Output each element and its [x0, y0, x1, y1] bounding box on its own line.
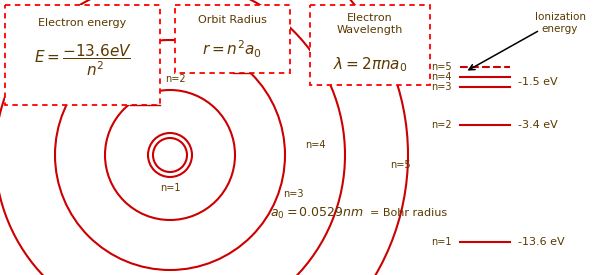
Text: -3.4 eV: -3.4 eV — [518, 120, 558, 130]
Text: Electron energy: Electron energy — [38, 18, 127, 28]
FancyBboxPatch shape — [310, 5, 430, 85]
Text: n=3: n=3 — [283, 189, 304, 199]
Text: n=1: n=1 — [432, 237, 452, 247]
Text: -13.6 eV: -13.6 eV — [518, 237, 565, 247]
FancyBboxPatch shape — [175, 5, 290, 73]
Text: n=2: n=2 — [431, 120, 452, 130]
Text: $\lambda = 2\pi na_0$: $\lambda = 2\pi na_0$ — [332, 56, 407, 74]
Text: n=4: n=4 — [305, 140, 325, 150]
Text: n=5: n=5 — [390, 160, 411, 170]
Text: $E = \dfrac{-13.6eV}{n^2}$: $E = \dfrac{-13.6eV}{n^2}$ — [33, 42, 132, 78]
Text: n=5: n=5 — [431, 62, 452, 72]
Text: n=3: n=3 — [432, 82, 452, 92]
Text: Electron
Wavelength: Electron Wavelength — [337, 13, 403, 35]
Text: Ionization
energy: Ionization energy — [535, 12, 585, 34]
Text: $r = n^2a_0$: $r = n^2a_0$ — [203, 38, 263, 60]
Text: = Bohr radius: = Bohr radius — [370, 208, 447, 218]
Text: n=4: n=4 — [432, 72, 452, 82]
Text: n=2: n=2 — [164, 74, 185, 84]
FancyBboxPatch shape — [5, 5, 160, 105]
Text: n=1: n=1 — [160, 183, 180, 193]
Text: Orbit Radius: Orbit Radius — [198, 15, 267, 25]
Text: -1.5 eV: -1.5 eV — [518, 77, 557, 87]
Text: $a_0 = 0.0529nm$: $a_0 = 0.0529nm$ — [270, 205, 364, 221]
